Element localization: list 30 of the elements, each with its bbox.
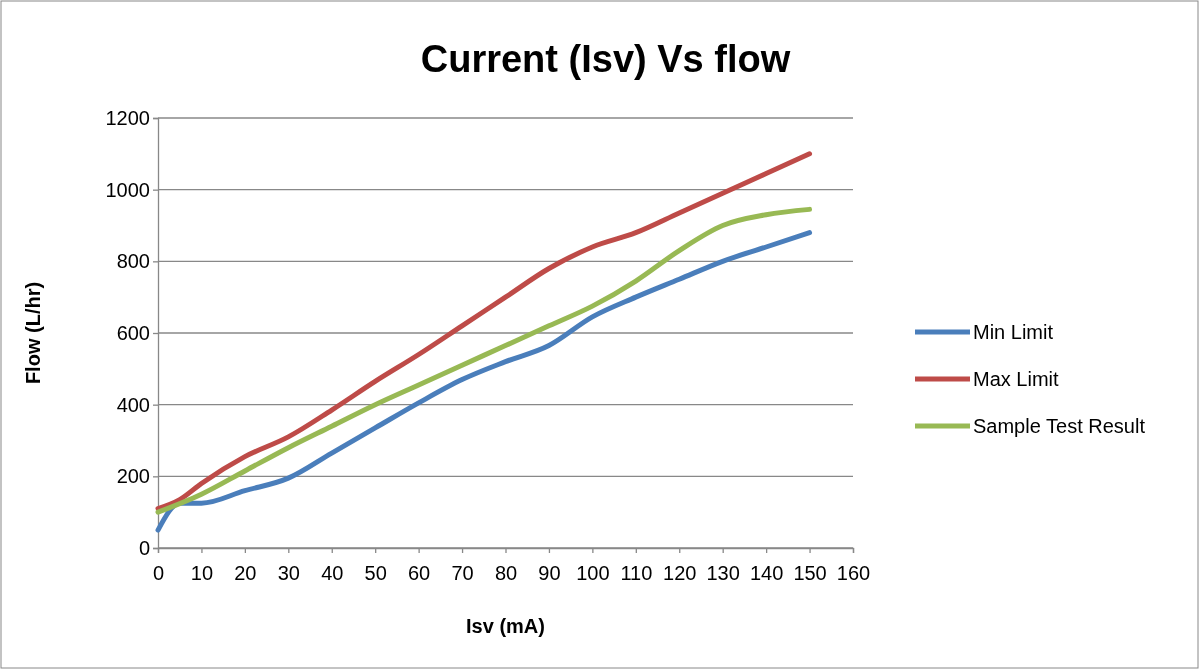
x-tick-label: 0 — [152, 562, 165, 584]
x-axis-title: Isv (mA) — [466, 615, 545, 637]
x-tick-label: 10 — [190, 562, 214, 584]
x-tick-label: 30 — [277, 562, 300, 584]
y-tick-label: 200 — [116, 465, 150, 488]
x-tick-label: 150 — [793, 562, 827, 584]
x-tick-label: 20 — [234, 562, 257, 584]
y-tick-label: 600 — [116, 321, 150, 344]
x-tick-label: 50 — [364, 562, 387, 584]
x-tick-label: 80 — [494, 562, 518, 584]
y-tick-label: 1200 — [105, 106, 150, 129]
y-tick-label: 800 — [116, 250, 150, 273]
chart-title: Current (Isv) Vs flow — [420, 38, 791, 80]
legend-label: Max Limit — [973, 368, 1060, 390]
x-tick-label: 90 — [538, 562, 561, 584]
x-tick-label: 60 — [408, 562, 431, 584]
x-tick-label: 40 — [321, 562, 344, 584]
x-tick-label: 120 — [663, 562, 697, 584]
legend-label: Min Limit — [973, 321, 1054, 343]
y-axis-title: Flow (L/hr) — [22, 281, 44, 385]
x-tick-label: 110 — [620, 562, 653, 584]
x-tick-label: 70 — [451, 562, 474, 584]
y-tick-label: 1000 — [105, 178, 150, 201]
y-tick-label: 400 — [116, 393, 150, 416]
legend-label: Sample Test Result — [973, 415, 1146, 437]
x-tick-label: 130 — [706, 562, 740, 584]
x-tick-label: 100 — [576, 562, 610, 584]
y-tick-label: 0 — [138, 536, 150, 559]
x-tick-label: 160 — [836, 562, 871, 584]
x-tick-label: 140 — [749, 562, 784, 584]
